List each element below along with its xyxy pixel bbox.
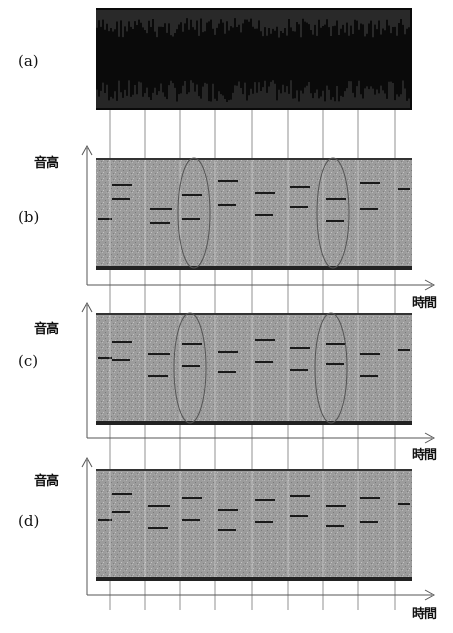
- y-axis-label-b: 音高: [34, 156, 59, 171]
- panel-b-pitch: [96, 157, 412, 270]
- panel-label-c: (c): [18, 352, 39, 370]
- axis-b: [81, 144, 436, 291]
- x-axis-label-d: 時間: [412, 607, 437, 622]
- y-axis-label-c: 音高: [34, 322, 59, 337]
- panel-label-d: (d): [18, 512, 40, 530]
- panel-label-a: (a): [18, 52, 39, 70]
- panel-d-pitch: [96, 469, 412, 581]
- axis-c: [81, 301, 436, 444]
- panel-a-waveform: [96, 8, 412, 110]
- x-axis-label-c: 時間: [412, 448, 437, 463]
- panel-c-pitch: [96, 312, 412, 425]
- axis-d: [81, 456, 436, 601]
- panel-label-b: (b): [18, 208, 40, 226]
- x-axis-label-b: 時間: [412, 296, 437, 311]
- y-axis-label-d: 音高: [34, 474, 59, 489]
